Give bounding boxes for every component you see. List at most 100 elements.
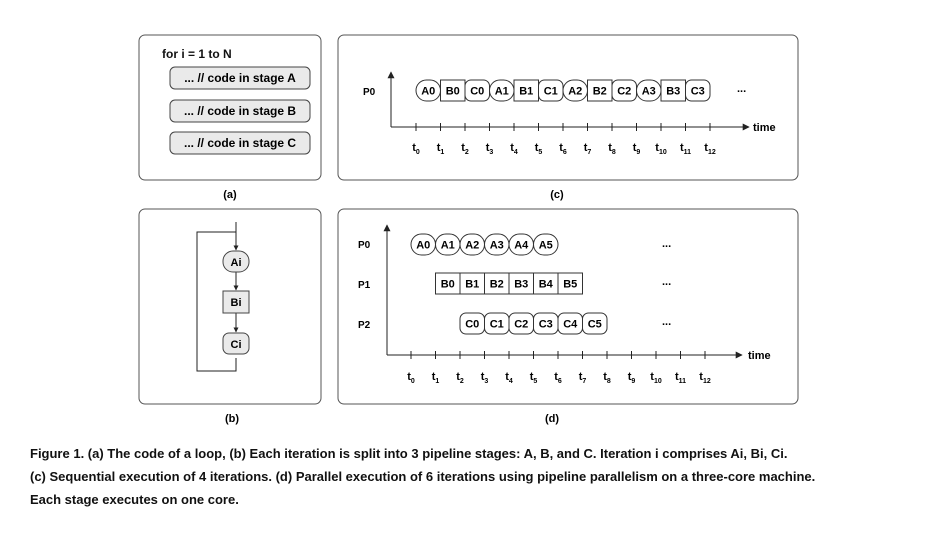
d-cell-label-c2: C2 [514, 319, 528, 331]
ellipsis-d-p2: ... [662, 316, 671, 328]
stage-c-box: ... // code in stage C [169, 131, 311, 155]
c-cell-label-c1: C1 [544, 86, 558, 98]
c-tick-label-6: t6 [559, 142, 567, 156]
c-tick-label-2: t2 [461, 142, 469, 156]
stage-a-label: ... // code in stage A [184, 71, 296, 85]
tick-marks-d: t0 t1 t2 t3 t4 t5 t6 t7 t8 t9 t10 t11 t12 [407, 351, 711, 385]
stage-b-label: ... // code in stage B [184, 104, 296, 118]
c-cell-a1: A1 [489, 79, 515, 102]
c-cell-label-a2: A2 [568, 86, 582, 98]
c-cell-c0: C0 [464, 79, 490, 102]
d-cell-b5: B5 [557, 272, 583, 295]
c-tick-label-10: t10 [655, 142, 667, 156]
c-cell-b2: B2 [587, 79, 613, 102]
d-tick-label-12: t12 [699, 371, 711, 385]
stage-a-box: ... // code in stage A [169, 66, 311, 90]
c-cell-label-c3: C3 [691, 86, 705, 98]
panel-c-frame [337, 34, 799, 181]
c-cell-label-a3: A3 [642, 86, 656, 98]
time-label-d: time [748, 350, 771, 362]
node-bi: Bi [222, 290, 250, 314]
c-tick-label-12: t12 [704, 142, 716, 156]
d-cell-a5: A5 [533, 233, 559, 256]
d-tick-label-4: t4 [505, 371, 513, 385]
c-cell-label-c0: C0 [470, 86, 484, 98]
d-cell-label-b2: B2 [490, 279, 504, 291]
d-cell-label-a4: A4 [514, 240, 529, 252]
c-cell-b0: B0 [440, 79, 466, 102]
loop-back-edge [196, 231, 237, 372]
d-cell-c3: C3 [533, 312, 559, 335]
ellipsis-d-p1: ... [662, 276, 671, 288]
d-cell-label-c4: C4 [563, 319, 578, 331]
d-tick-label-9: t9 [628, 371, 636, 385]
processor-label-c-p0: P0 [363, 87, 376, 98]
c-tick-label-0: t0 [412, 142, 420, 156]
caption-line-1: Figure 1. (a) The code of a loop, (b) Ea… [30, 446, 788, 461]
d-cell-b4: B4 [533, 272, 559, 295]
c-cell-label-b2: B2 [593, 86, 607, 98]
c-tick-label-3: t3 [486, 142, 494, 156]
panel-a: for i = 1 to N ... // code in stage A ..… [162, 47, 311, 155]
c-cell-label-b1: B1 [519, 86, 533, 98]
c-tick-label-7: t7 [584, 142, 592, 156]
panel-c: P0 time ... t0 t1 t2 t3 t4 t5 t6 t7 t8 t9 t10 t11 t1… [363, 71, 776, 156]
d-tick-label-7: t7 [579, 371, 587, 385]
d-tick-label-3: t3 [481, 371, 489, 385]
d-cell-c4: C4 [557, 312, 583, 335]
panel-c-label: (c) [550, 189, 564, 201]
processor-label-d-p0: P0 [358, 240, 371, 251]
d-cell-label-a3: A3 [490, 240, 504, 252]
d-cell-c5: C5 [582, 312, 608, 335]
processor-label-d-p2: P2 [358, 320, 371, 331]
d-cell-label-c0: C0 [465, 319, 479, 331]
d-cell-label-c5: C5 [588, 319, 602, 331]
d-cell-a1: A1 [435, 233, 461, 256]
c-tick-label-5: t5 [535, 142, 543, 156]
d-cell-b3: B3 [508, 272, 534, 295]
panel-d-label: (d) [545, 413, 559, 425]
d-cell-label-b1: B1 [465, 279, 479, 291]
d-cell-c2: C2 [508, 312, 534, 335]
ellipsis-d-p0: ... [662, 238, 671, 250]
c-cell-c1: C1 [538, 79, 564, 102]
c-cell-label-c2: C2 [617, 86, 631, 98]
caption-line-2: (c) Sequential execution of 4 iterations… [30, 469, 816, 484]
c-cell-a3: A3 [636, 79, 662, 102]
d-cell-label-b0: B0 [441, 279, 455, 291]
c-cell-label-b3: B3 [666, 86, 680, 98]
d-cell-a4: A4 [508, 233, 534, 256]
d-tick-label-10: t10 [650, 371, 662, 385]
node-ai-label: Ai [231, 257, 242, 269]
d-cell-label-a0: A0 [416, 240, 430, 252]
c-cell-c2: C2 [611, 79, 637, 102]
c-cell-a0: A0 [415, 79, 441, 102]
processor-label-d-p1: P1 [358, 280, 371, 291]
schedule-c: A0 B0 C0 A1 B1 C1 A2 B2 C2 A3 B3 C3 [415, 79, 711, 102]
panel-b: Ai Bi Ci [196, 222, 250, 372]
c-cell-b1: B1 [513, 79, 539, 102]
c-cell-label-a0: A0 [421, 86, 435, 98]
stage-b-box: ... // code in stage B [169, 99, 311, 123]
ellipsis-c: ... [737, 83, 746, 95]
c-tick-label-9: t9 [633, 142, 641, 156]
panel-a-label: (a) [223, 189, 237, 201]
d-tick-label-6: t6 [554, 371, 562, 385]
caption-line-3: Each stage executes on one core. [30, 492, 239, 507]
c-cell-label-a1: A1 [495, 86, 509, 98]
pipeline-figure: for i = 1 to N ... // code in stage A ..… [138, 34, 799, 425]
node-bi-label: Bi [231, 297, 242, 309]
tick-marks-c: t0 t1 t2 t3 t4 t5 t6 t7 t8 t9 t10 t11 t12 [412, 123, 716, 156]
d-cell-label-b4: B4 [539, 279, 554, 291]
d-tick-label-0: t0 [407, 371, 415, 385]
c-cell-label-b0: B0 [446, 86, 460, 98]
d-cell-label-c1: C1 [490, 319, 504, 331]
c-cell-a2: A2 [562, 79, 588, 102]
d-cell-label-a2: A2 [465, 240, 479, 252]
d-cell-label-a5: A5 [539, 240, 553, 252]
d-cell-c0: C0 [459, 312, 485, 335]
d-tick-label-1: t1 [432, 371, 440, 385]
d-cell-label-c3: C3 [539, 319, 553, 331]
stage-c-label: ... // code in stage C [184, 136, 296, 150]
panel-d: P0 P1 P2 time ... ... ... t0 t1 t2 t3 t4 t5 t6… [358, 224, 771, 385]
